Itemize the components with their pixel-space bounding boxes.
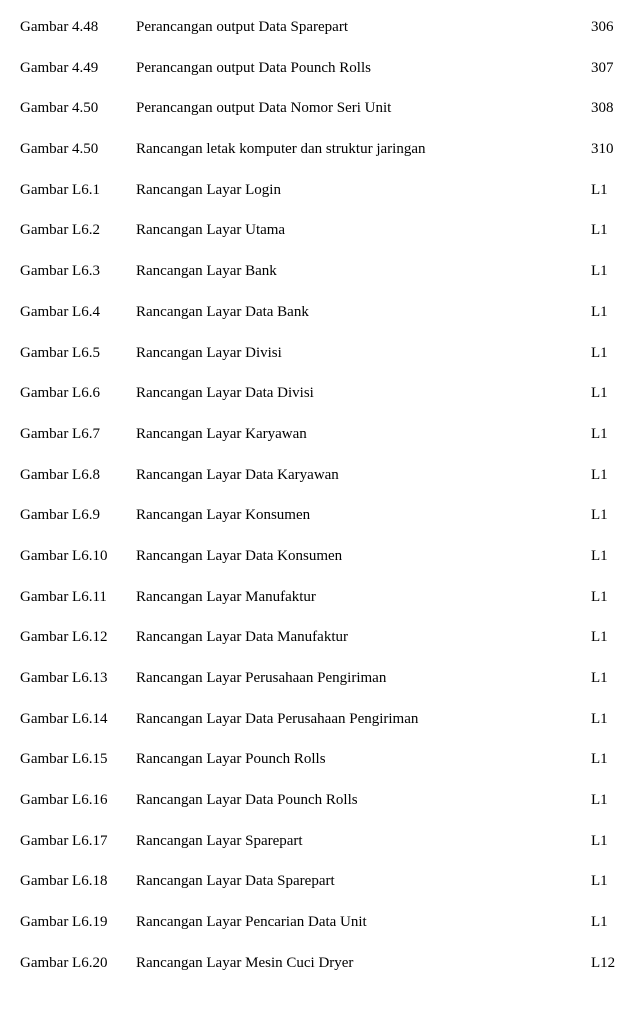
- figure-row: Gambar L6.2Rancangan Layar UtamaL1: [20, 221, 633, 262]
- figure-description: Perancangan output Data Nomor Seri Unit: [136, 99, 591, 117]
- figure-number: Gambar L6.16: [20, 791, 136, 809]
- figure-page: 306: [591, 18, 633, 36]
- figure-description: Rancangan Layar Karyawan: [136, 425, 591, 443]
- figure-page: L1: [591, 425, 633, 443]
- figure-description: Rancangan Layar Data Bank: [136, 303, 591, 321]
- figure-page: L1: [591, 750, 633, 768]
- figure-row: Gambar L6.9Rancangan Layar KonsumenL1: [20, 506, 633, 547]
- figure-page: L1: [591, 181, 633, 199]
- figure-row: Gambar 4.50Perancangan output Data Nomor…: [20, 99, 633, 140]
- figure-row: Gambar 4.48Perancangan output Data Spare…: [20, 18, 633, 59]
- figure-description: Rancangan Layar Login: [136, 181, 591, 199]
- figure-number: Gambar 4.48: [20, 18, 136, 36]
- figure-number: Gambar L6.8: [20, 466, 136, 484]
- figure-row: Gambar L6.7Rancangan Layar KaryawanL1: [20, 425, 633, 466]
- figure-number: Gambar L6.3: [20, 262, 136, 280]
- figure-description: Perancangan output Data Pounch Rolls: [136, 59, 591, 77]
- figure-row: Gambar L6.5Rancangan Layar DivisiL1: [20, 344, 633, 385]
- figure-description: Rancangan Layar Pencarian Data Unit: [136, 913, 591, 931]
- figure-description: Rancangan Layar Data Sparepart: [136, 872, 591, 890]
- figure-description: Rancangan Layar Sparepart: [136, 832, 591, 850]
- figure-row: Gambar 4.50Rancangan letak komputer dan …: [20, 140, 633, 181]
- figure-row: Gambar L6.1Rancangan Layar LoginL1: [20, 181, 633, 222]
- figure-row: Gambar L6.12Rancangan Layar Data Manufak…: [20, 628, 633, 669]
- figure-row: Gambar L6.15Rancangan Layar Pounch Rolls…: [20, 750, 633, 791]
- figure-number: Gambar L6.10: [20, 547, 136, 565]
- figure-page: L1: [591, 588, 633, 606]
- figure-number: Gambar L6.12: [20, 628, 136, 646]
- figure-number: Gambar L6.11: [20, 588, 136, 606]
- figure-page: L1: [591, 344, 633, 362]
- figure-number: Gambar 4.50: [20, 99, 136, 117]
- figure-description: Rancangan Layar Data Pounch Rolls: [136, 791, 591, 809]
- figure-page: L1: [591, 506, 633, 524]
- figure-page: L1: [591, 221, 633, 239]
- figure-row: Gambar L6.10Rancangan Layar Data Konsume…: [20, 547, 633, 588]
- figure-page: L1: [591, 466, 633, 484]
- figure-page: L1: [591, 872, 633, 890]
- figure-page: L1: [591, 547, 633, 565]
- figure-description: Rancangan Layar Manufaktur: [136, 588, 591, 606]
- figure-page: 308: [591, 99, 633, 117]
- figure-number: Gambar L6.6: [20, 384, 136, 402]
- figure-number: Gambar 4.50: [20, 140, 136, 158]
- figure-number: Gambar L6.9: [20, 506, 136, 524]
- figure-page: L12: [591, 954, 633, 972]
- figure-number: Gambar L6.5: [20, 344, 136, 362]
- figure-number: Gambar L6.7: [20, 425, 136, 443]
- figure-page: L1: [591, 832, 633, 850]
- figure-row: Gambar L6.18Rancangan Layar Data Sparepa…: [20, 872, 633, 913]
- figure-description: Rancangan Layar Perusahaan Pengiriman: [136, 669, 591, 687]
- figure-page: L1: [591, 791, 633, 809]
- figure-page: L1: [591, 384, 633, 402]
- figure-number: Gambar L6.19: [20, 913, 136, 931]
- figure-page: L1: [591, 303, 633, 321]
- figure-row: Gambar L6.3Rancangan Layar BankL1: [20, 262, 633, 303]
- figure-description: Rancangan Layar Data Perusahaan Pengirim…: [136, 710, 591, 728]
- figure-description: Rancangan Layar Pounch Rolls: [136, 750, 591, 768]
- figure-description: Rancangan Layar Data Divisi: [136, 384, 591, 402]
- figure-number: Gambar L6.20: [20, 954, 136, 972]
- figure-description: Rancangan Layar Data Karyawan: [136, 466, 591, 484]
- page-container: Gambar 4.48Perancangan output Data Spare…: [0, 0, 633, 1014]
- figure-page: L1: [591, 913, 633, 931]
- figure-description: Rancangan Layar Data Manufaktur: [136, 628, 591, 646]
- figure-row: Gambar L6.19Rancangan Layar Pencarian Da…: [20, 913, 633, 954]
- figure-row: Gambar L6.13Rancangan Layar Perusahaan P…: [20, 669, 633, 710]
- figure-list: Gambar 4.48Perancangan output Data Spare…: [20, 18, 633, 995]
- figure-description: Rancangan Layar Bank: [136, 262, 591, 280]
- figure-page: 310: [591, 140, 633, 158]
- figure-description: Rancangan Layar Data Konsumen: [136, 547, 591, 565]
- figure-row: Gambar L6.16Rancangan Layar Data Pounch …: [20, 791, 633, 832]
- figure-number: Gambar L6.1: [20, 181, 136, 199]
- figure-number: Gambar L6.13: [20, 669, 136, 687]
- figure-description: Rancangan Layar Mesin Cuci Dryer: [136, 954, 591, 972]
- figure-number: Gambar L6.14: [20, 710, 136, 728]
- figure-page: L1: [591, 669, 633, 687]
- figure-page: L1: [591, 262, 633, 280]
- figure-row: Gambar L6.8Rancangan Layar Data Karyawan…: [20, 466, 633, 507]
- figure-description: Perancangan output Data Sparepart: [136, 18, 591, 36]
- figure-row: Gambar L6.14Rancangan Layar Data Perusah…: [20, 710, 633, 751]
- figure-row: Gambar L6.6Rancangan Layar Data DivisiL1: [20, 384, 633, 425]
- figure-number: Gambar L6.17: [20, 832, 136, 850]
- figure-row: Gambar L6.11Rancangan Layar ManufakturL1: [20, 588, 633, 629]
- figure-row: Gambar L6.20Rancangan Layar Mesin Cuci D…: [20, 954, 633, 995]
- figure-description: Rancangan letak komputer dan struktur ja…: [136, 140, 591, 158]
- figure-page: L1: [591, 628, 633, 646]
- figure-page: L1: [591, 710, 633, 728]
- figure-description: Rancangan Layar Divisi: [136, 344, 591, 362]
- figure-row: Gambar 4.49Perancangan output Data Pounc…: [20, 59, 633, 100]
- figure-number: Gambar L6.4: [20, 303, 136, 321]
- figure-number: Gambar L6.15: [20, 750, 136, 768]
- figure-number: Gambar L6.18: [20, 872, 136, 890]
- figure-row: Gambar L6.17Rancangan Layar SparepartL1: [20, 832, 633, 873]
- figure-page: 307: [591, 59, 633, 77]
- figure-description: Rancangan Layar Utama: [136, 221, 591, 239]
- figure-description: Rancangan Layar Konsumen: [136, 506, 591, 524]
- figure-number: Gambar L6.2: [20, 221, 136, 239]
- figure-number: Gambar 4.49: [20, 59, 136, 77]
- figure-row: Gambar L6.4Rancangan Layar Data BankL1: [20, 303, 633, 344]
